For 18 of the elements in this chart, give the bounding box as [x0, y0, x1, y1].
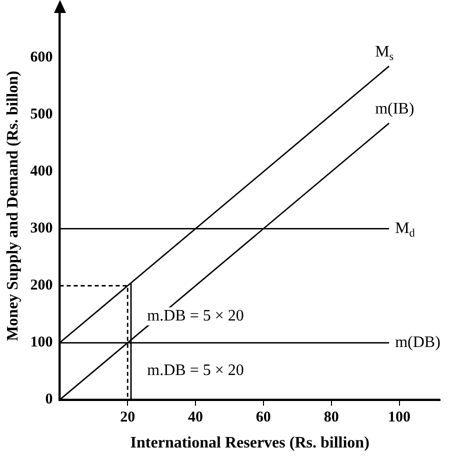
y-tick-label: 200 — [30, 278, 53, 294]
y-tick-label: 500 — [30, 106, 53, 123]
x-tick-label: 80 — [324, 410, 339, 426]
annotation: m.DB = 5 × 20 — [147, 362, 244, 379]
y-tick-label: 600 — [30, 50, 53, 66]
series-label: m(DB) — [395, 334, 440, 351]
series-label: m(IB) — [375, 100, 414, 118]
x-tick-label: 40 — [188, 410, 204, 426]
x-axis-title: International Reserves (Rs. billion) — [130, 434, 370, 452]
annotation: m.DB = 5 × 20 — [147, 308, 244, 325]
y-axis-title: Money Supply and Demand (Rs. billon) — [4, 70, 22, 342]
y-tick-label: 100 — [30, 334, 53, 351]
y-tick-label: 300 — [30, 220, 53, 237]
x-tick-label: 20 — [120, 410, 136, 426]
x-tick-label: 100 — [388, 410, 411, 426]
y-tick-label: 0 — [45, 392, 53, 408]
x-tick-label: 60 — [256, 410, 271, 426]
y-tick-label: 400 — [30, 164, 53, 180]
